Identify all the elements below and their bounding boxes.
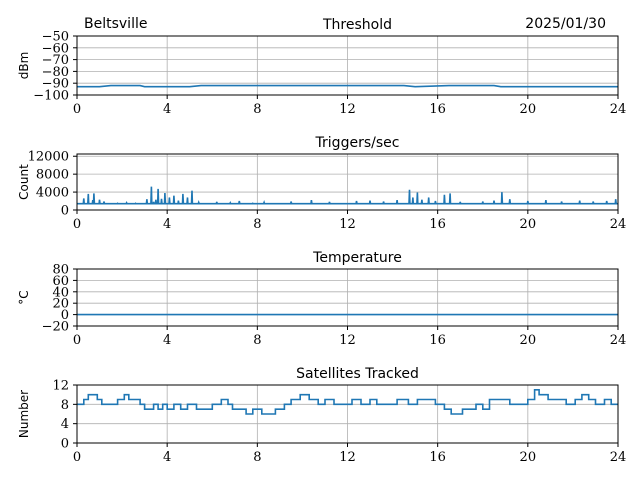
threshold-ytick-label: −60	[42, 41, 69, 56]
header-date: 2025/01/30	[525, 16, 606, 32]
threshold-xtick-label: 8	[253, 102, 261, 117]
satellites-ytick-label: 4	[61, 417, 69, 432]
temperature-xtick-label: 24	[610, 333, 627, 348]
threshold-ylabel: dBm	[17, 52, 31, 80]
triggers-xtick-label: 12	[339, 217, 356, 232]
threshold-xtick-label: 20	[520, 102, 537, 117]
threshold-title: Threshold	[322, 17, 392, 33]
threshold-xtick-label: 16	[429, 102, 446, 117]
temperature-ytick-label: 20	[52, 297, 69, 312]
chart-satellites: 0 4 8 12 16 20 24 0 4 8 12 Satellites Tracked Number	[17, 366, 626, 465]
triggers-ytick-label: 0	[61, 204, 69, 219]
satellites-xtick-label: 4	[163, 450, 171, 465]
chart-panels: 0 4 8 12 16 20 24 −100−90−80−70−60−50 Threshold d…	[17, 17, 626, 465]
threshold-series-line	[77, 84, 618, 88]
triggers-ytick-label: 12000	[28, 150, 69, 165]
threshold-ytick-label: −100	[33, 89, 69, 104]
threshold-ytick-label: −90	[42, 77, 69, 92]
chart-triggers: 0 4 8 12 16 20 24 0 4000 8000 12000 Triggers/sec Cou…	[17, 135, 626, 232]
triggers-xtick-label: 16	[429, 217, 446, 232]
temperature-ytick-label: −20	[42, 320, 69, 335]
satellites-ytick-label: 12	[52, 379, 69, 394]
satellites-xtick-label: 8	[253, 450, 261, 465]
satellites-xtick-label: 12	[339, 450, 356, 465]
header-location: Beltsville	[84, 16, 147, 32]
satellites-series-line	[77, 389, 618, 415]
triggers-xtick-label: 20	[520, 217, 537, 232]
temperature-ytick-label: 40	[52, 285, 69, 300]
threshold-xtick-label: 0	[73, 102, 81, 117]
satellites-ylabel: Number	[17, 390, 31, 438]
temperature-xtick-label: 4	[163, 333, 171, 348]
threshold-ytick-label: −80	[42, 65, 69, 80]
satellites-xtick-label: 16	[429, 450, 446, 465]
temperature-ytick-label: 80	[52, 263, 69, 278]
satellites-ytick-label: 0	[61, 437, 69, 452]
threshold-xtick-label: 4	[163, 102, 171, 117]
temperature-title: Temperature	[312, 250, 402, 266]
threshold-xtick-label: 12	[339, 102, 356, 117]
temperature-xtick-label: 12	[339, 333, 356, 348]
triggers-xtick-label: 24	[610, 217, 627, 232]
threshold-ytick-label: −50	[42, 30, 69, 45]
temperature-ylabel: °C	[17, 290, 31, 304]
temperature-ytick-label: 60	[52, 274, 69, 289]
triggers-xtick-label: 0	[73, 217, 81, 232]
satellites-xtick-label: 24	[610, 450, 627, 465]
triggers-ytick-label: 4000	[36, 186, 69, 201]
satellites-title: Satellites Tracked	[296, 366, 419, 382]
temperature-ytick-label: 0	[61, 308, 69, 323]
chart-threshold: 0 4 8 12 16 20 24 −100−90−80−70−60−50 Threshold d…	[17, 17, 626, 117]
temperature-xtick-label: 0	[73, 333, 81, 348]
triggers-ylabel: Count	[17, 164, 31, 200]
temperature-xtick-label: 20	[520, 333, 537, 348]
satellites-xtick-label: 0	[73, 450, 81, 465]
triggers-title: Triggers/sec	[315, 135, 400, 151]
triggers-series-line	[77, 186, 618, 205]
triggers-ytick-label: 8000	[36, 168, 69, 183]
temperature-xtick-label: 16	[429, 333, 446, 348]
satellites-xtick-label: 20	[520, 450, 537, 465]
temperature-xtick-label: 8	[253, 333, 261, 348]
triggers-xtick-label: 4	[163, 217, 171, 232]
threshold-ytick-label: −70	[42, 53, 69, 68]
satellites-ytick-label: 8	[61, 398, 69, 413]
triggers-xtick-label: 8	[253, 217, 261, 232]
threshold-xtick-label: 24	[610, 102, 627, 117]
